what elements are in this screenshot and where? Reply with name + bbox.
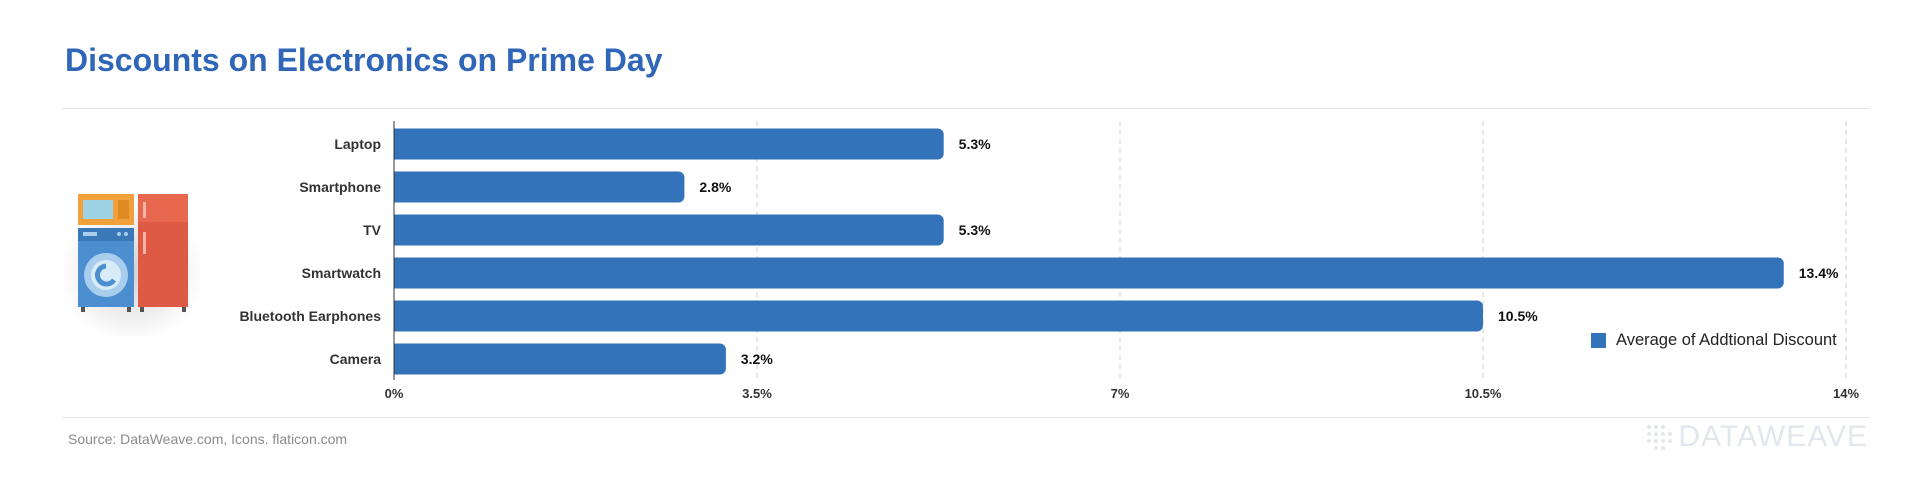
top-divider: [62, 108, 1870, 109]
bar: [394, 257, 1784, 289]
data-label: 5.3%: [959, 136, 991, 152]
bar: [394, 128, 944, 160]
x-tick-label: 7%: [1111, 386, 1130, 401]
appliances-icon: [60, 176, 212, 343]
brand-logo: DATAWEAVE: [1646, 420, 1868, 454]
bar: [394, 171, 685, 203]
legend-swatch: [1591, 333, 1606, 348]
category-label: Smartwatch: [302, 265, 381, 281]
x-tick-label: 14%: [1833, 386, 1859, 401]
category-label: Bluetooth Earphones: [239, 308, 381, 324]
bar-base: [394, 128, 402, 160]
category-label: Camera: [330, 351, 382, 367]
data-label: 5.3%: [959, 222, 991, 238]
data-label: 10.5%: [1498, 308, 1538, 324]
bottom-divider: [62, 417, 1870, 418]
bar-base: [394, 300, 402, 332]
bar-base: [394, 171, 402, 203]
category-label: TV: [363, 222, 382, 238]
bar-base: [394, 257, 402, 289]
x-tick-label: 10.5%: [1465, 386, 1502, 401]
bar: [394, 214, 944, 246]
category-label: Smartphone: [299, 179, 381, 195]
chart-title: Discounts on Electronics on Prime Day: [65, 42, 663, 78]
x-tick-label: 3.5%: [742, 386, 772, 401]
data-label: 2.8%: [699, 179, 731, 195]
bar: [394, 343, 726, 375]
source-note: Source: DataWeave.com, Icons. flaticon.c…: [68, 431, 348, 447]
data-label: 3.2%: [741, 351, 773, 367]
brand-dots-icon: [1647, 425, 1673, 450]
brand-name: DATAWEAVE: [1678, 420, 1868, 453]
category-label: Laptop: [334, 136, 381, 152]
bar-base: [394, 343, 402, 375]
legend-label: Average of Addtional Discount: [1616, 331, 1837, 349]
data-label: 13.4%: [1799, 265, 1839, 281]
bar-base: [394, 214, 402, 246]
x-tick-label: 0%: [385, 386, 404, 401]
legend: Average of Addtional Discount: [1591, 331, 1837, 350]
bar: [394, 300, 1483, 332]
